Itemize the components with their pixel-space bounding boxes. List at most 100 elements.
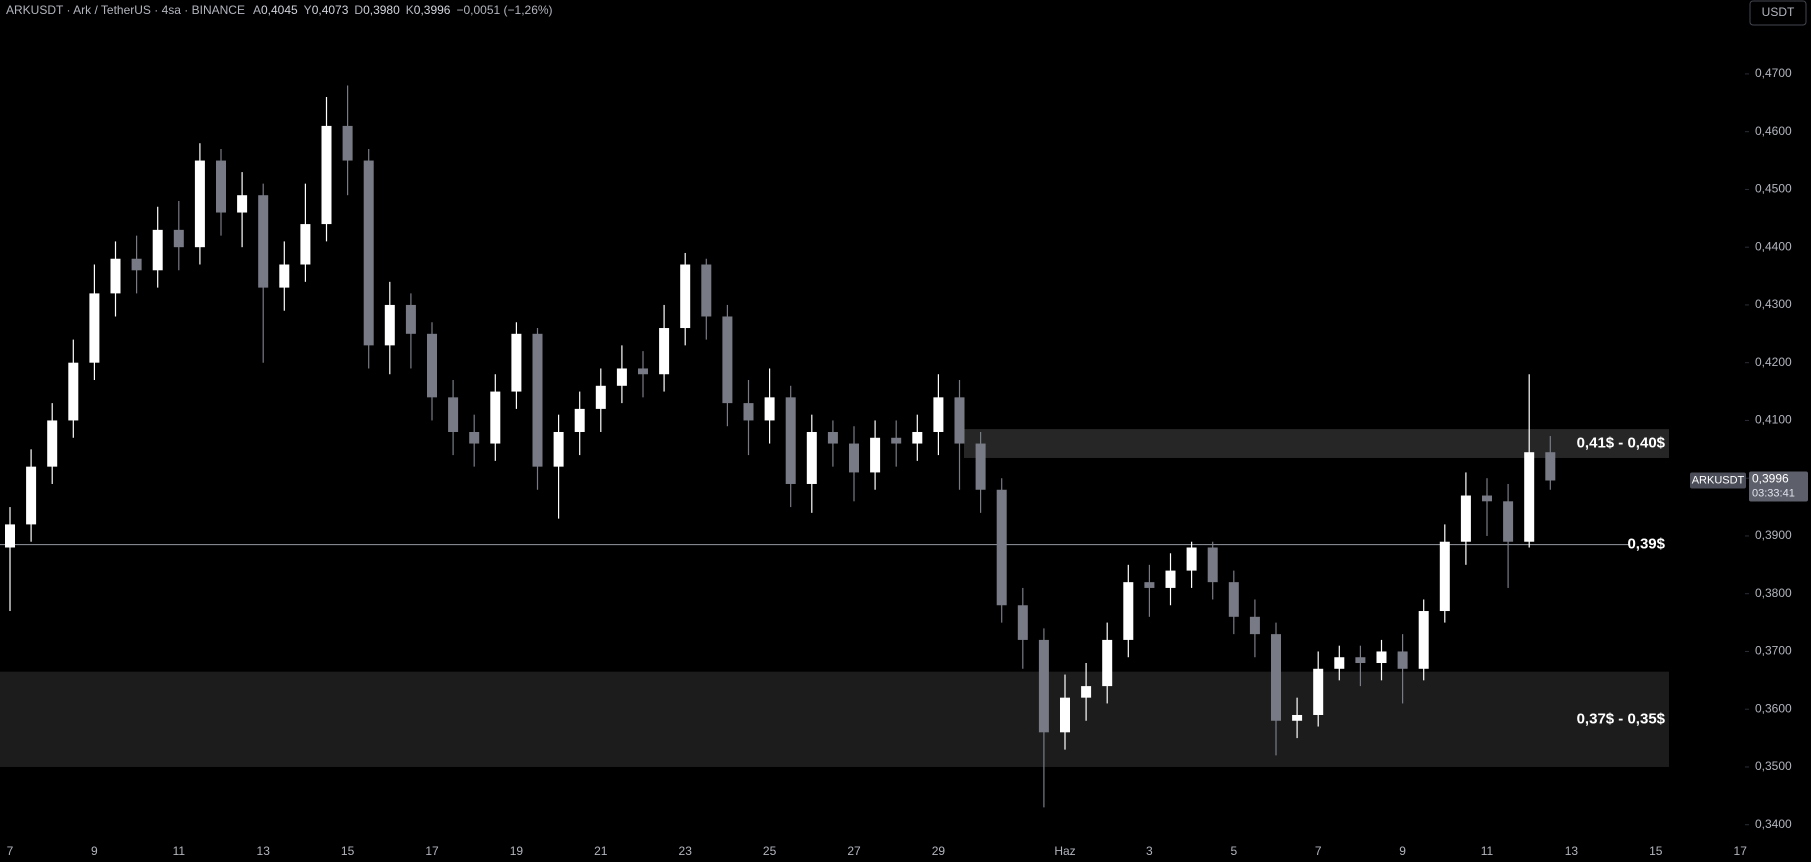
symbol-tag-box — [1690, 472, 1746, 489]
x-tick-label: 5 — [1230, 844, 1237, 858]
x-tick-label: Haz — [1054, 844, 1075, 858]
y-tick-label: 0,3400 — [1755, 817, 1792, 831]
candle-body — [1102, 639, 1113, 687]
candle-body — [1355, 657, 1366, 664]
candle-body — [1545, 452, 1556, 481]
candle-body — [89, 293, 100, 363]
y-tick-label: 0,3700 — [1755, 644, 1792, 658]
x-tick-label: 27 — [847, 844, 861, 858]
candle-body — [490, 391, 501, 444]
zone-label: 0,37$ - 0,35$ — [1577, 710, 1666, 727]
candle-body — [194, 160, 205, 248]
candle-body — [1271, 634, 1281, 721]
header-value: 0,4045 — [261, 3, 298, 17]
candle-body — [532, 333, 543, 467]
last-price-label: 0,3996 — [1752, 472, 1789, 486]
candle-body — [785, 397, 796, 484]
x-tick-label: 19 — [510, 844, 524, 858]
header-value: 0,4073 — [312, 3, 349, 17]
header-key: K — [406, 3, 414, 17]
candle-body — [173, 229, 184, 248]
candle-body — [1144, 582, 1155, 588]
candle-body — [933, 397, 944, 432]
x-tick-label: 9 — [1399, 844, 1406, 858]
candle-body — [384, 304, 395, 346]
price-zone — [964, 429, 1669, 458]
candle-body — [1524, 452, 1535, 542]
x-tick-label: 15 — [341, 844, 355, 858]
x-tick-label: 29 — [932, 844, 946, 858]
candle-body — [722, 316, 733, 404]
candle-body — [258, 195, 269, 288]
candle-body — [1503, 501, 1514, 542]
candle-body — [1165, 570, 1176, 588]
y-tick-label: 0,4600 — [1755, 124, 1792, 138]
candle-body — [954, 397, 965, 444]
candle-body — [1397, 651, 1408, 669]
header-key: D — [354, 3, 363, 17]
y-tick-label: 0,4500 — [1755, 182, 1792, 196]
x-tick-label: 21 — [594, 844, 608, 858]
zone-label: 0,41$ - 0,40$ — [1577, 435, 1666, 452]
header-value: 0,3996 — [414, 3, 451, 17]
candle-body — [764, 397, 775, 421]
candle-body — [1439, 541, 1450, 612]
candle-body — [870, 437, 881, 473]
overlay: 0,34000,35000,36000,37000,38000,39000,40… — [7, 66, 1808, 858]
currency-button[interactable] — [1749, 0, 1807, 26]
header: ARKUSDT · Ark / TetherUS · 4sa · BINANCE… — [6, 3, 553, 17]
x-tick-label: 3 — [1146, 844, 1153, 858]
candle-body — [680, 264, 691, 329]
candle-body — [363, 160, 374, 346]
x-tick-label: 15 — [1649, 844, 1663, 858]
candle-body — [1228, 582, 1239, 617]
candle-body — [1334, 657, 1345, 669]
candle-body — [1482, 495, 1492, 502]
candle-body — [975, 443, 986, 490]
candle-body — [996, 489, 1007, 606]
candle-body — [638, 368, 648, 375]
symbol-tag: ARKUSDT — [1692, 474, 1745, 486]
candle-body — [891, 437, 902, 444]
candle-body — [469, 431, 480, 444]
candle-body — [616, 368, 627, 386]
candle-body — [1418, 611, 1429, 669]
candle-body — [806, 431, 817, 484]
last-price-box — [1749, 471, 1808, 502]
candle-body — [237, 195, 248, 213]
candle-body — [5, 524, 15, 548]
x-tick-label: 25 — [763, 844, 777, 858]
x-tick-label: 11 — [1481, 844, 1494, 858]
x-tick-label: 7 — [1315, 844, 1322, 858]
candle-body — [912, 431, 923, 444]
x-tick-label: 13 — [257, 844, 271, 858]
y-tick-label: 0,3600 — [1755, 701, 1792, 715]
candle-body — [321, 125, 332, 225]
y-tick-label: 0,3500 — [1755, 759, 1792, 773]
y-tick-label: 0,3900 — [1755, 528, 1792, 542]
candle-body — [553, 431, 564, 467]
x-tick-label: 9 — [91, 844, 98, 858]
candles — [5, 85, 1556, 808]
y-tick-label: 0,4300 — [1755, 297, 1792, 311]
header-key: Y — [304, 3, 312, 17]
candle-body — [1376, 651, 1387, 664]
candle-body — [1038, 639, 1049, 733]
countdown: 03:33:41 — [1752, 487, 1795, 499]
candle-body — [1186, 547, 1197, 571]
candle-body — [1123, 582, 1134, 640]
x-tick-label: 11 — [173, 844, 186, 858]
candle-body — [574, 408, 585, 432]
candle-body — [405, 304, 416, 334]
currency-button-label[interactable]: USDT — [1762, 5, 1795, 19]
zones — [0, 429, 1669, 767]
candle-body — [1060, 697, 1070, 733]
candle-body — [448, 397, 459, 432]
candle-body — [1207, 547, 1218, 583]
y-tick-label: 0,4200 — [1755, 355, 1792, 369]
candle-body — [849, 443, 859, 473]
x-tick-label: 23 — [679, 844, 693, 858]
candle-body — [216, 160, 226, 213]
candle-body — [1292, 714, 1303, 721]
